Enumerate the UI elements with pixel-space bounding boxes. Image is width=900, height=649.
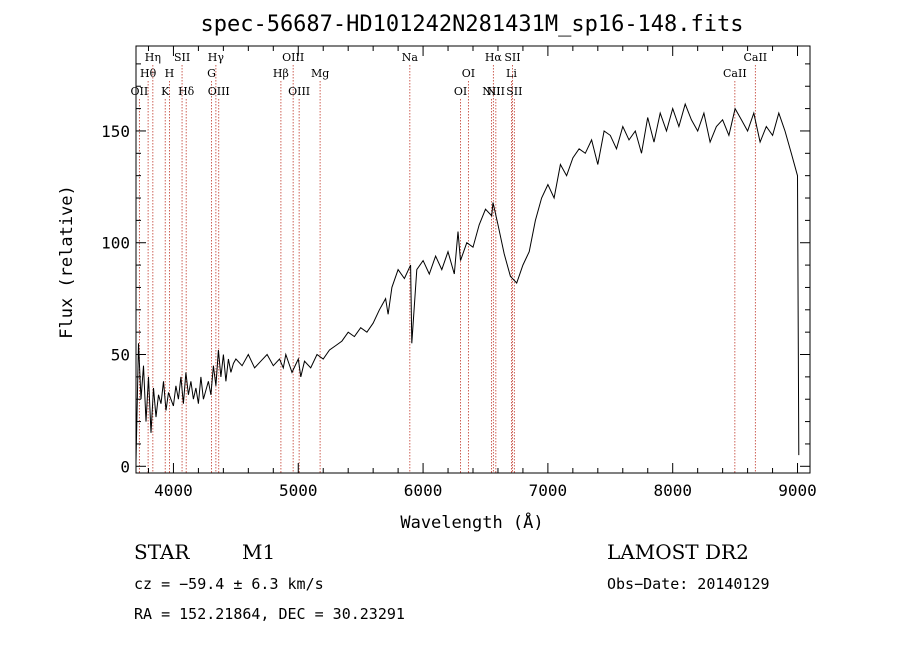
line-marker-label: Hδ [178, 85, 195, 98]
x-axis-ticks: 4000 5000 6000 7000 8000 9000 [147, 46, 817, 500]
spectrum-line [135, 102, 800, 462]
observation-date: Obs−Date: 20140129 [607, 575, 770, 593]
redshift-cz: cz = −59.4 ± 6.3 km/s [134, 575, 324, 593]
x-axis-label: Wavelength (Å) [400, 511, 543, 533]
y-tick-label: 150 [101, 122, 130, 141]
x-tick-label: 4000 [154, 481, 193, 500]
line-marker-label: CaII [743, 51, 767, 64]
line-marker-label: Hη [145, 51, 161, 64]
line-marker-label: NII [487, 85, 505, 98]
x-tick-label: 8000 [653, 481, 692, 500]
line-marker-label: Hθ [140, 67, 157, 80]
line-marker-label: OI [454, 85, 467, 98]
line-marker-label: G [207, 67, 216, 80]
y-axis-label: Flux (relative) [57, 185, 77, 339]
line-marker-label: OII [131, 85, 149, 98]
x-tick-label: 6000 [404, 481, 443, 500]
chart-title: spec-56687-HD101242N281431M_sp16-148.fit… [200, 12, 743, 37]
line-marker-label: SII [174, 51, 190, 64]
line-marker-label: Na [402, 51, 419, 64]
line-marker-label: Hγ [208, 51, 225, 64]
line-marker-label: SII [504, 51, 520, 64]
object-class: STAR [134, 540, 190, 564]
object-subclass: M1 [242, 540, 275, 564]
line-marker-label: SII [506, 85, 522, 98]
line-marker-label: Hα [485, 51, 503, 64]
x-tick-label: 7000 [529, 481, 568, 500]
line-marker-label: Hβ [273, 67, 289, 80]
x-tick-label: 9000 [778, 481, 817, 500]
line-marker-label: OIII [208, 85, 230, 98]
line-marker-label: NII [482, 85, 500, 98]
y-tick-label: 50 [111, 346, 130, 365]
line-marker-label: OI [462, 67, 475, 80]
line-marker-label: CaII [723, 67, 747, 80]
line-marker-label: Mg [311, 67, 329, 80]
line-marker-label: H [165, 67, 175, 80]
x-tick-label: 5000 [279, 481, 318, 500]
line-marker-label: OIII [282, 51, 304, 64]
line-marker-layer: OIIHθHηKHSIIHδGHγOIIIHβOIIIOIIIMgNaOIOIN… [131, 51, 767, 473]
plot-frame [135, 45, 811, 474]
y-tick-label: 100 [101, 234, 130, 253]
y-tick-label: 0 [120, 457, 130, 476]
line-marker-label: K [161, 85, 170, 98]
coordinates: RA = 152.21864, DEC = 30.23291 [134, 605, 405, 623]
y-axis-ticks: 0 50 100 150 [101, 63, 810, 476]
line-marker-label: Li [506, 67, 517, 80]
survey-name: LAMOST DR2 [607, 540, 749, 564]
line-marker-label: OIII [288, 85, 310, 98]
